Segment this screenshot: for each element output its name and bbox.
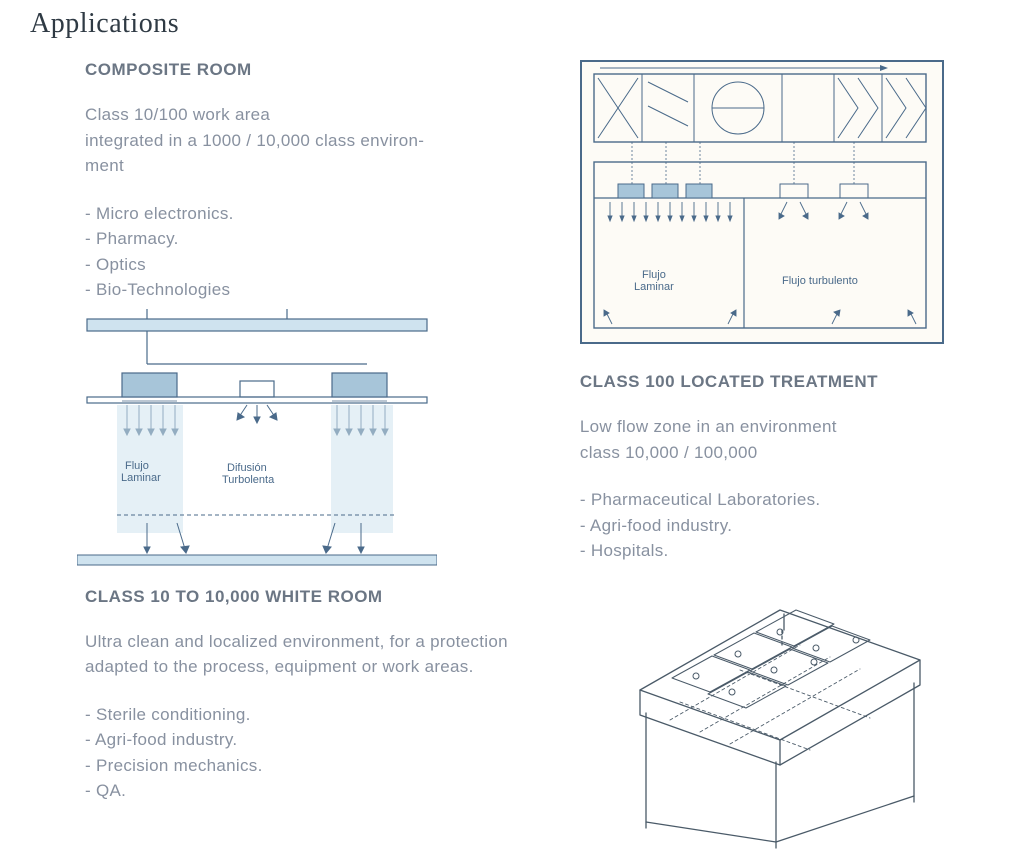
plan-diagram: Flujo Laminar Flujo turbulento	[580, 60, 944, 344]
list-item: - Bio-Technologies	[85, 277, 520, 303]
composite-title: COMPOSITE ROOM	[85, 60, 520, 80]
composite-intro: Class 10/100 work area integrated in a 1…	[85, 102, 520, 179]
list-item: - QA.	[85, 778, 520, 804]
whiteroom-intro: Ultra clean and localized environment, f…	[85, 629, 520, 680]
svg-text:Flujo: Flujo	[642, 269, 666, 281]
composite-intro-l3: ment	[85, 156, 124, 175]
composite-diagram: Flujo Laminar Difusión Turbolenta	[77, 309, 437, 569]
composite-svg: Flujo Laminar Difusión Turbolenta	[77, 309, 437, 569]
svg-text:Difusión: Difusión	[227, 462, 267, 474]
list-item: - Optics	[85, 252, 520, 278]
list-item: - Pharmaceutical Laboratories.	[580, 487, 995, 513]
list-item: - Hospitals.	[580, 538, 995, 564]
right-column: Flujo Laminar Flujo turbulento CLASS 100…	[580, 60, 995, 850]
list-item: - Agri-food industry.	[580, 513, 995, 539]
whiteroom-bullets: - Sterile conditioning. - Agri-food indu…	[85, 702, 520, 804]
composite-intro-l2: integrated in a 1000 / 10,000 class envi…	[85, 131, 424, 150]
page-title: Applications	[30, 8, 995, 40]
svg-text:Flujo: Flujo	[125, 460, 149, 472]
list-item: - Pharmacy.	[85, 226, 520, 252]
located-intro-l2: class 10,000 / 100,000	[580, 443, 758, 462]
page: Applications COMPOSITE ROOM Class 10/100…	[0, 0, 1025, 850]
located-intro-l1: Low flow zone in an environment	[580, 417, 837, 436]
iso-diagram	[600, 570, 930, 850]
svg-text:Turbolenta: Turbolenta	[222, 474, 275, 486]
list-item: - Precision mechanics.	[85, 753, 520, 779]
located-intro: Low flow zone in an environment class 10…	[580, 414, 995, 465]
iso-svg	[600, 570, 930, 850]
left-column: COMPOSITE ROOM Class 10/100 work area in…	[30, 60, 520, 850]
list-item: - Micro electronics.	[85, 201, 520, 227]
located-title: CLASS 100 LOCATED TREATMENT	[580, 372, 995, 392]
list-item: - Sterile conditioning.	[85, 702, 520, 728]
columns: COMPOSITE ROOM Class 10/100 work area in…	[30, 60, 995, 850]
composite-intro-l1: Class 10/100 work area	[85, 105, 270, 124]
svg-text:Flujo turbulento: Flujo turbulento	[782, 275, 858, 287]
whiteroom-title: CLASS 10 TO 10,000 WHITE ROOM	[85, 587, 520, 607]
svg-text:Laminar: Laminar	[634, 281, 674, 293]
located-bullets: - Pharmaceutical Laboratories. - Agri-fo…	[580, 487, 995, 564]
composite-bullets: - Micro electronics. - Pharmacy. - Optic…	[85, 201, 520, 303]
plan-svg: Flujo Laminar Flujo turbulento	[582, 62, 938, 338]
svg-text:Laminar: Laminar	[121, 472, 161, 484]
list-item: - Agri-food industry.	[85, 727, 520, 753]
